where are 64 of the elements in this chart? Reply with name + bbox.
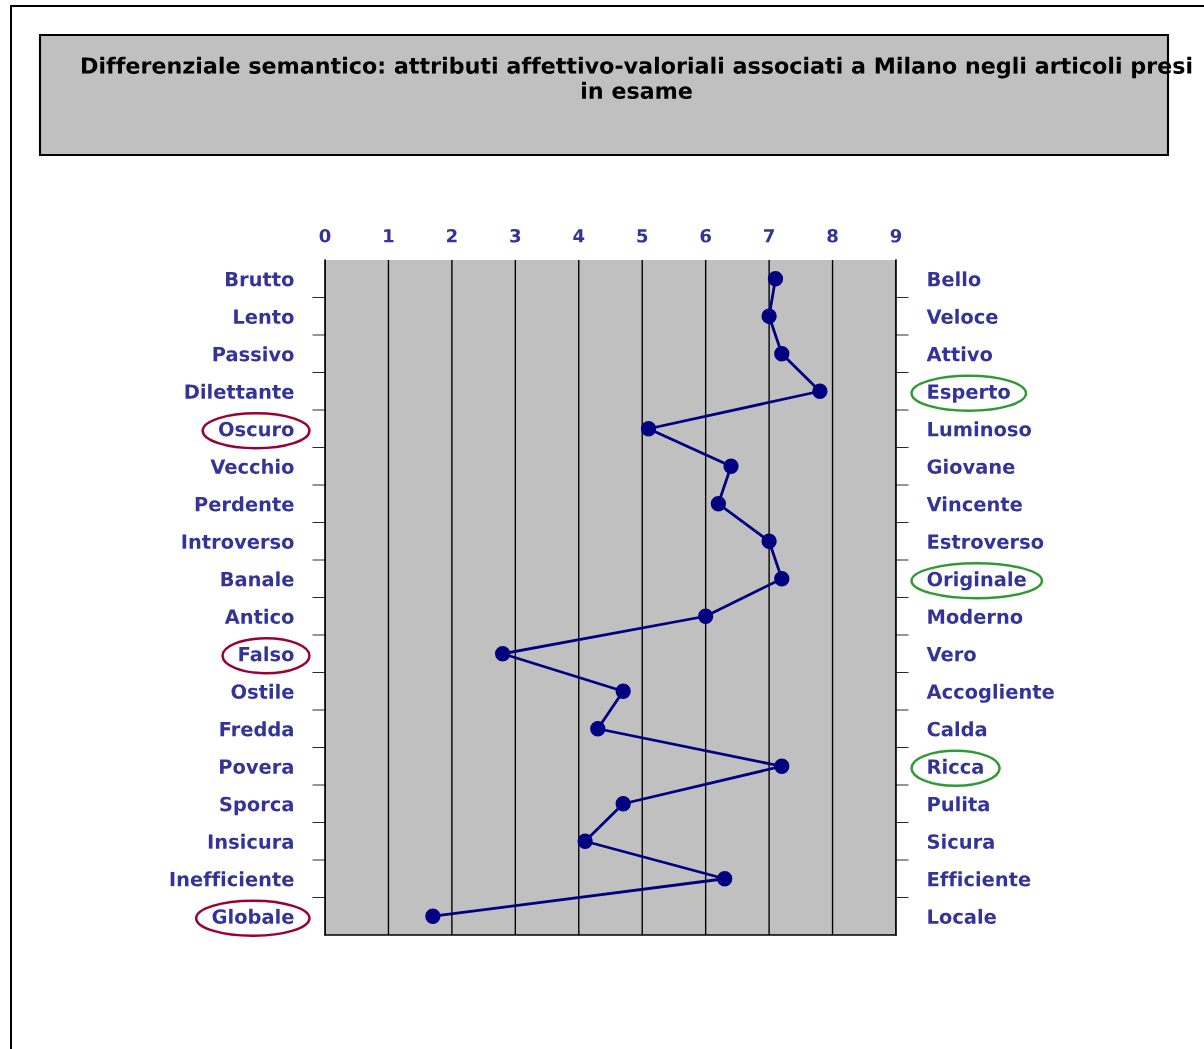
y2-tick-label: Sicura	[927, 833, 994, 849]
x-tick-label: 9	[890, 228, 902, 243]
y2-tick-label: Ricca	[928, 758, 983, 774]
point	[577, 833, 593, 849]
point	[615, 796, 631, 812]
y-tick-label: Introverso	[182, 534, 294, 549]
point	[717, 871, 733, 887]
x-tick-label: 4	[573, 229, 585, 243]
y2-tick-label: Calda	[927, 721, 987, 737]
y2-tick-label: Vero	[926, 646, 976, 662]
y2-tick-label: Originale	[927, 571, 1026, 591]
point	[761, 533, 777, 549]
y2-tick-label: Attivo	[926, 346, 993, 362]
y-tick-label: Oscuro	[218, 421, 294, 437]
point	[590, 721, 606, 737]
y2-tick-label: Estroverso	[928, 534, 1044, 549]
x-tick-label: 0	[319, 228, 331, 243]
point	[698, 608, 714, 624]
point	[774, 758, 790, 774]
point	[723, 458, 739, 474]
y2-tick-label: Giovane	[927, 458, 1015, 474]
y-tick-label: Globale	[212, 908, 294, 924]
x-tick-label: 1	[384, 229, 394, 243]
point	[767, 271, 784, 287]
y-tick-label: Vecchio	[210, 458, 294, 474]
x-tick-label: 3	[510, 228, 521, 243]
point	[495, 646, 511, 662]
y2-tick-label: Efficiente	[928, 871, 1031, 887]
y-tick-label: Dilettante	[185, 383, 294, 399]
x-tick-label: 5	[637, 229, 648, 243]
y-tick-label: Inefficiente	[170, 871, 294, 887]
y-tick-label: Passivo	[213, 346, 294, 362]
x-tick-label: 8	[827, 228, 838, 243]
y-tick-label: Falso	[239, 646, 294, 662]
y2-tick-label: Accogliente	[926, 683, 1054, 703]
point	[640, 421, 657, 437]
y2-tick-label: Pulita	[928, 796, 989, 812]
point	[761, 308, 777, 324]
point	[615, 683, 631, 699]
y-tick-label: Povera	[220, 759, 293, 774]
y2-tick-label: Esperto	[928, 384, 1010, 403]
point	[710, 496, 726, 512]
y-tick-label: Insicura	[208, 833, 293, 849]
x-tick-label: 7	[764, 229, 774, 243]
x-tick-label: 6	[700, 228, 711, 243]
y2-tick-label: Bello	[928, 271, 981, 287]
y-tick-label: Fredda	[220, 721, 293, 737]
y-tick-label: Lento	[234, 309, 294, 324]
x-tick-label: 2	[447, 228, 457, 243]
y2-tick-label: Vincente	[926, 496, 1022, 512]
y-tick-label: Antico	[224, 608, 294, 624]
y-tick-label: Perdente	[195, 496, 294, 512]
point	[812, 383, 828, 399]
y-tick-label: Banale	[221, 571, 294, 587]
y2-tick-label: Locale	[928, 908, 996, 924]
y-tick-label: Sporca	[220, 796, 293, 816]
y2-tick-label: Moderno	[928, 608, 1023, 624]
y2-tick-label: Veloce	[926, 308, 998, 324]
y-tick-label: Brutto	[226, 271, 294, 287]
y2-tick-label: Luminoso	[928, 421, 1032, 437]
point	[774, 346, 790, 362]
point	[425, 908, 441, 924]
y-tick-label: Ostile	[231, 683, 294, 699]
point	[774, 571, 790, 587]
